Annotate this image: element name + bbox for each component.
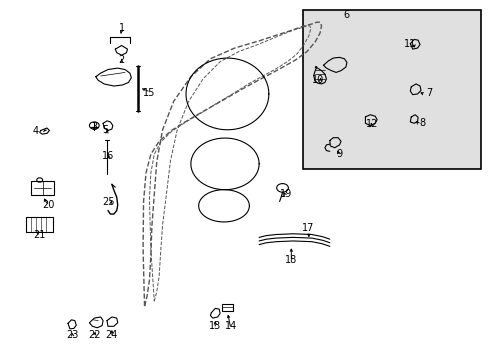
Text: 16: 16 — [102, 150, 114, 161]
Text: 25: 25 — [102, 197, 115, 207]
Text: 1: 1 — [118, 23, 124, 33]
Bar — [303, 10, 480, 169]
Text: 11: 11 — [404, 39, 416, 49]
Text: 15: 15 — [143, 88, 155, 98]
Text: 7: 7 — [425, 88, 431, 98]
Text: 2: 2 — [118, 55, 124, 65]
Text: 24: 24 — [105, 330, 118, 340]
Text: 23: 23 — [66, 330, 79, 340]
Text: 13: 13 — [209, 321, 221, 331]
Text: 19: 19 — [279, 189, 291, 199]
Text: 18: 18 — [285, 255, 297, 265]
Text: 6: 6 — [343, 10, 349, 20]
Text: 22: 22 — [88, 330, 101, 340]
Text: 14: 14 — [224, 321, 237, 331]
Text: 20: 20 — [42, 200, 55, 210]
Bar — [222, 304, 232, 311]
Text: 10: 10 — [311, 75, 323, 85]
Bar — [31, 181, 54, 195]
Text: 3: 3 — [91, 122, 97, 132]
Text: 8: 8 — [419, 118, 425, 128]
Text: 21: 21 — [34, 230, 46, 239]
Text: 5: 5 — [102, 125, 108, 135]
Text: 12: 12 — [366, 120, 378, 129]
Text: 9: 9 — [336, 149, 342, 159]
Text: 4: 4 — [33, 126, 39, 135]
Text: 17: 17 — [301, 224, 313, 233]
Bar — [26, 217, 53, 232]
